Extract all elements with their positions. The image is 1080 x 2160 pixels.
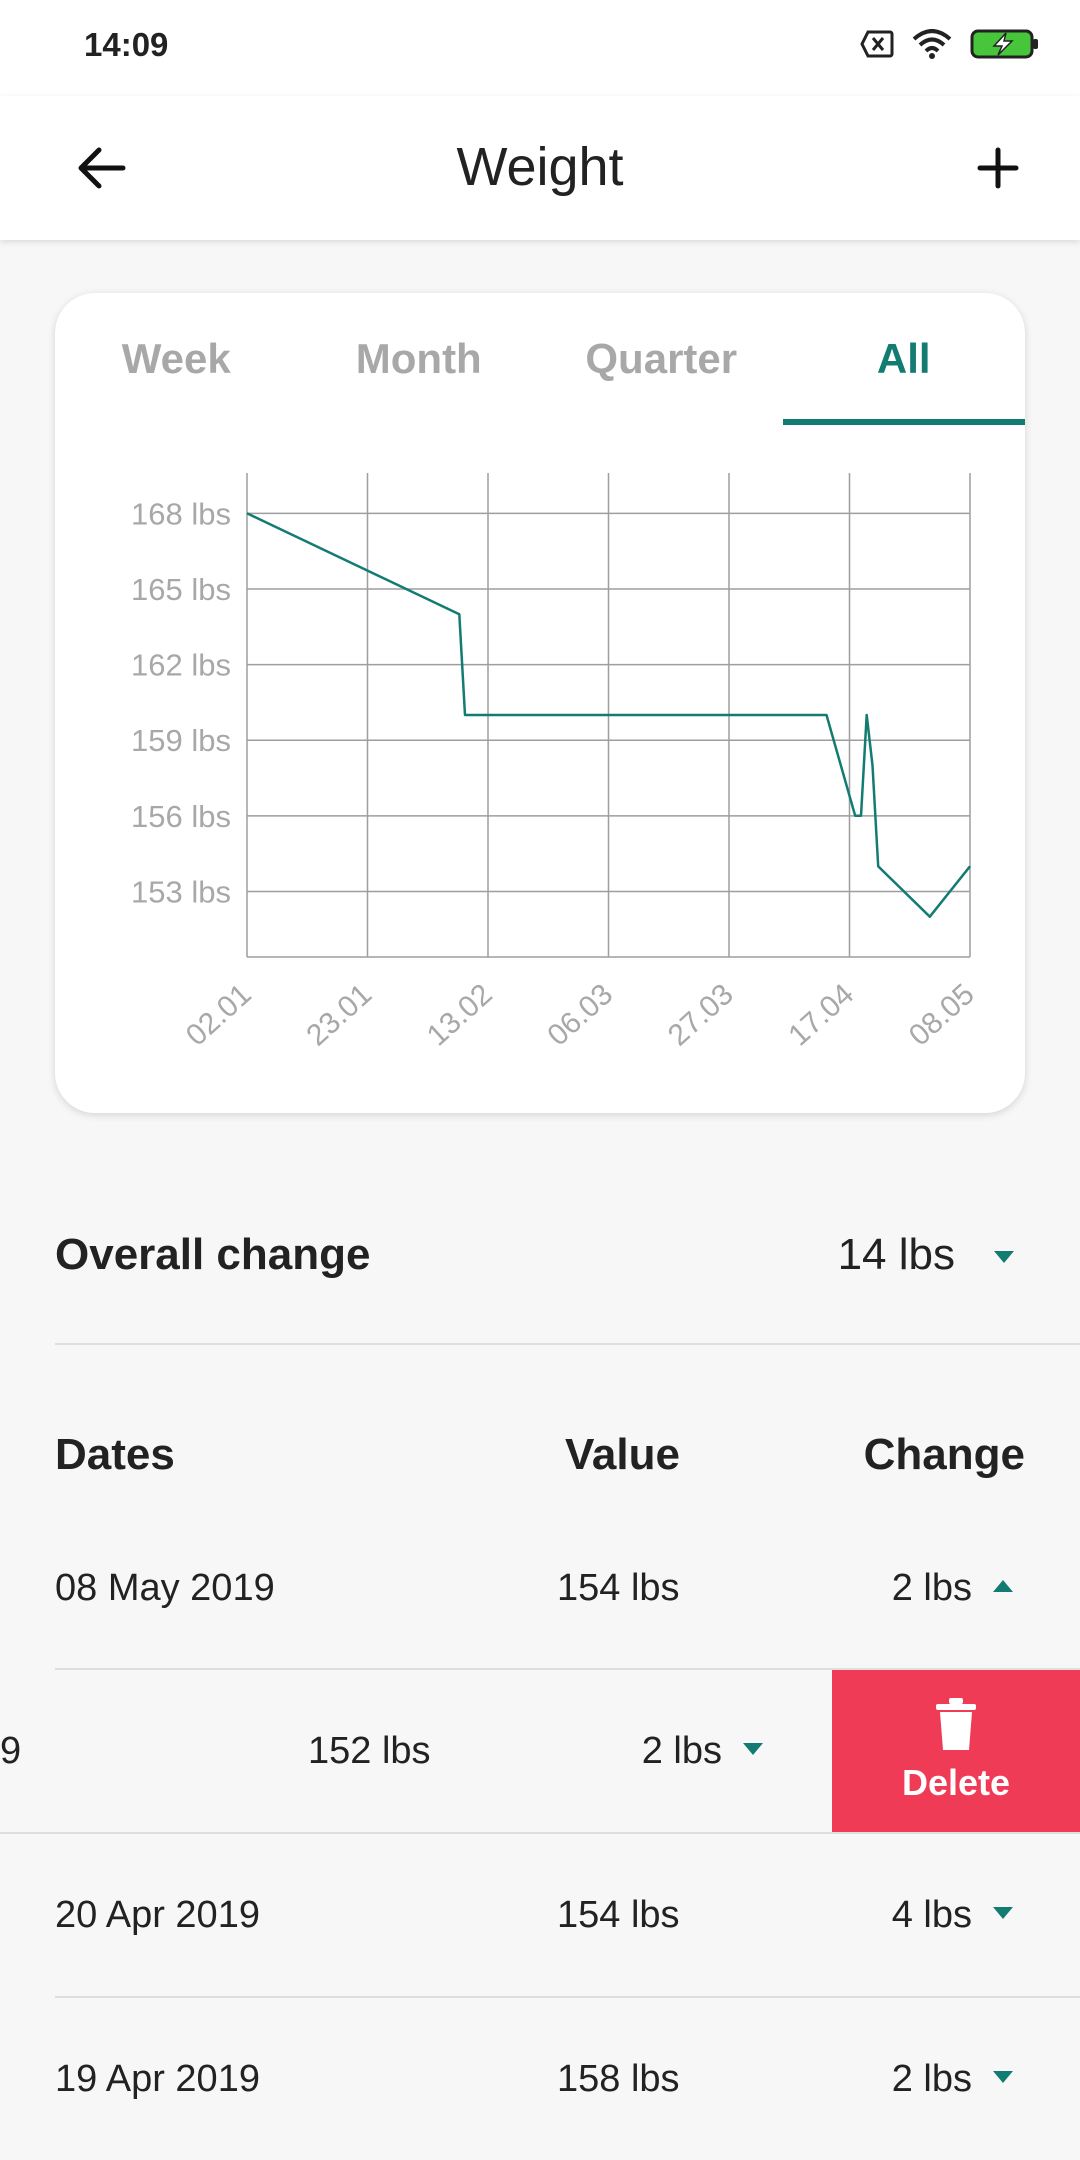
y-tick-label: 156 lbs bbox=[131, 799, 231, 834]
divider bbox=[55, 1996, 1080, 1998]
overall-change-value: 14 lbs bbox=[837, 1230, 955, 1279]
sim-icon bbox=[860, 30, 894, 58]
triangle-down-icon bbox=[743, 1743, 763, 1755]
arrow-back-icon bbox=[78, 147, 126, 189]
row-value: 154 lbs bbox=[557, 1894, 680, 1936]
row-date: 9 bbox=[0, 1730, 22, 1772]
x-tick-label: 27.03 bbox=[662, 978, 740, 1053]
trash-icon bbox=[936, 1698, 976, 1750]
add-entry-button[interactable] bbox=[962, 132, 1034, 204]
y-tick-label: 168 lbs bbox=[131, 496, 231, 531]
tab-all[interactable]: All bbox=[782, 293, 1026, 425]
delete-button[interactable]: Delete bbox=[832, 1670, 1080, 1832]
y-tick-label: 153 lbs bbox=[131, 874, 231, 909]
weight-line-chart: 02.01 23.01 13.02 06.03 27.03 17.04 08.05 168 l… bbox=[131, 473, 981, 1053]
x-tick-label: 02.01 bbox=[180, 978, 258, 1053]
header-value: Value bbox=[565, 1430, 680, 1479]
triangle-down-icon bbox=[994, 1251, 1014, 1263]
triangle-down-icon bbox=[993, 2071, 1013, 2083]
divider bbox=[55, 1668, 1080, 1670]
weight-series-line bbox=[246, 512, 971, 918]
status-bar: 14:09 bbox=[0, 0, 1080, 96]
row-date: 20 Apr 2019 bbox=[55, 1894, 260, 1936]
triangle-up-icon bbox=[993, 1580, 1013, 1592]
table-header: Dates Value Change bbox=[55, 1430, 1025, 1500]
page-title: Weight bbox=[456, 137, 624, 197]
y-tick-label: 165 lbs bbox=[131, 572, 231, 607]
y-tick-label: 159 lbs bbox=[131, 723, 231, 758]
divider bbox=[55, 1343, 1080, 1345]
tab-month[interactable]: Month bbox=[355, 335, 482, 382]
row-change: 2 lbs bbox=[891, 2058, 972, 2100]
x-tick-label: 23.01 bbox=[300, 978, 378, 1053]
overall-change-label: Overall change bbox=[55, 1230, 371, 1279]
header-dates: Dates bbox=[55, 1430, 175, 1479]
back-button[interactable] bbox=[66, 132, 138, 204]
table-row[interactable]: 08 May 2019 154 lbs 2 lbs bbox=[0, 1507, 1080, 1669]
row-value: 154 lbs bbox=[557, 1567, 680, 1609]
header-change: Change bbox=[863, 1430, 1025, 1479]
status-time: 14:09 bbox=[84, 26, 169, 63]
row-date: 08 May 2019 bbox=[55, 1567, 275, 1609]
app-bar: Weight bbox=[0, 96, 1080, 240]
period-tabs: Week Month Quarter All bbox=[55, 293, 1025, 425]
y-tick-label: 162 lbs bbox=[131, 648, 231, 683]
x-tick-label: 08.05 bbox=[903, 978, 981, 1053]
triangle-down-icon bbox=[993, 1907, 1013, 1919]
table-row[interactable]: 19 Apr 2019 158 lbs 2 lbs bbox=[0, 1998, 1080, 2160]
wifi-icon bbox=[912, 29, 952, 59]
delete-label: Delete bbox=[901, 1762, 1011, 1803]
overall-change: Overall change 14 lbs bbox=[55, 1220, 1025, 1300]
row-change: 4 lbs bbox=[891, 1894, 972, 1936]
table-row-swiped[interactable]: 9 152 lbs 2 lbs Delete bbox=[0, 1670, 1080, 1832]
status-icons bbox=[860, 28, 1040, 60]
x-tick-label: 13.02 bbox=[421, 978, 499, 1053]
tab-quarter[interactable]: Quarter bbox=[585, 335, 738, 382]
chart-card: Week Month Quarter All 02.01 23.01 13.02 06… bbox=[55, 293, 1025, 1113]
battery-charging-icon bbox=[970, 29, 1038, 59]
row-date: 19 Apr 2019 bbox=[55, 2058, 260, 2100]
row-value: 152 lbs bbox=[308, 1730, 431, 1772]
divider bbox=[0, 1832, 1080, 1834]
x-tick-label: 06.03 bbox=[541, 978, 619, 1053]
row-change: 2 lbs bbox=[641, 1730, 722, 1772]
plus-icon bbox=[977, 147, 1019, 189]
x-tick-label: 17.04 bbox=[782, 978, 860, 1053]
tab-week[interactable]: Week bbox=[121, 335, 231, 382]
table-row[interactable]: 20 Apr 2019 154 lbs 4 lbs bbox=[0, 1834, 1080, 1996]
row-value: 158 lbs bbox=[557, 2058, 680, 2100]
row-change: 2 lbs bbox=[891, 1567, 972, 1609]
